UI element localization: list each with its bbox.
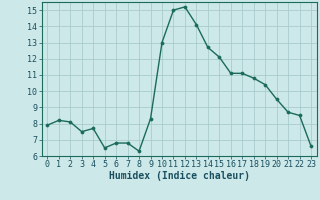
X-axis label: Humidex (Indice chaleur): Humidex (Indice chaleur)	[109, 171, 250, 181]
